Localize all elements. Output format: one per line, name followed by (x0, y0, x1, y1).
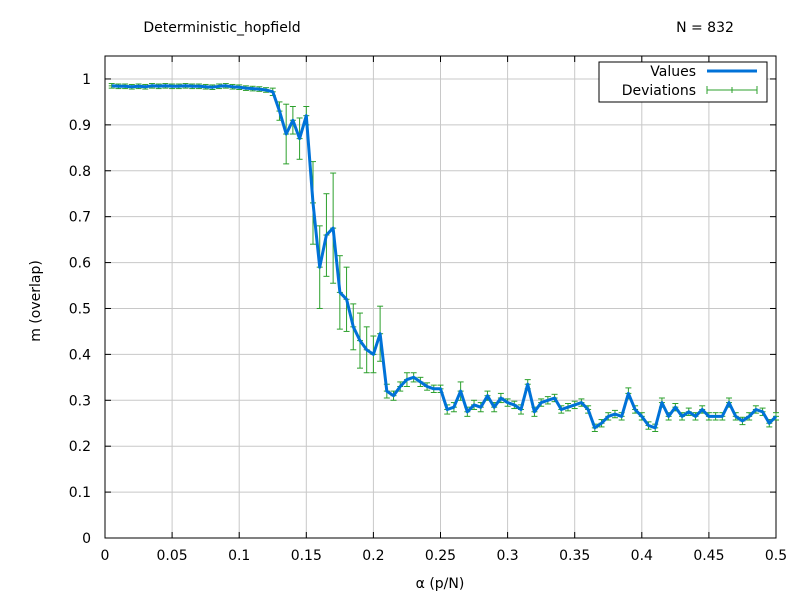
x-tick-label: 0.05 (157, 548, 188, 564)
legend-label-deviations: Deviations (622, 83, 696, 99)
n-label: N = 832 (676, 20, 734, 36)
y-tick-label: 0.3 (69, 393, 91, 409)
y-axis-label: m (overlap) (28, 260, 44, 342)
y-tick-label: 0.4 (69, 347, 91, 363)
values-line (111, 84, 778, 430)
x-axis-label: α (p/N) (416, 576, 465, 592)
legend: Values Deviations (598, 61, 768, 103)
x-tick-labels: 0 0.05 0.1 0.15 0.2 0.25 0.3 0.35 0.4 0.45 0.5 (101, 548, 788, 564)
y-tick-label: 0.7 (69, 210, 91, 226)
chart-title: Deterministic_hopfield (143, 20, 300, 36)
y-tick-label: 0.8 (69, 164, 91, 180)
axes (104, 55, 777, 539)
y-tick-label: 1 (82, 72, 91, 88)
x-tick-label: 0.3 (496, 548, 518, 564)
y-tick-label: 0.6 (69, 256, 91, 272)
x-tick-label: 0.15 (291, 548, 322, 564)
x-tick-label: 0.4 (631, 548, 653, 564)
y-tick-labels: 0 0.1 0.2 0.3 0.4 0.5 0.6 0.7 0.8 0.9 1 (69, 72, 91, 547)
x-tick-label: 0.5 (765, 548, 787, 564)
y-tick-label: 0.1 (69, 485, 91, 501)
x-tick-label: 0 (101, 548, 110, 564)
y-tick-label: 0 (82, 531, 91, 547)
legend-label-values: Values (650, 64, 696, 80)
y-tick-label: 0.5 (69, 301, 91, 317)
plot-frame (104, 55, 777, 539)
legend-swatch-deviations (706, 86, 758, 94)
x-tick-label: 0.35 (559, 548, 590, 564)
y-tick-label: 0.2 (69, 439, 91, 455)
x-tick-label: 0.1 (228, 548, 250, 564)
legend-box (598, 61, 768, 103)
x-tick-label: 0.2 (362, 548, 384, 564)
x-tick-label: 0.45 (693, 548, 724, 564)
x-tick-label: 0.25 (425, 548, 456, 564)
y-tick-label: 0.9 (69, 118, 91, 134)
